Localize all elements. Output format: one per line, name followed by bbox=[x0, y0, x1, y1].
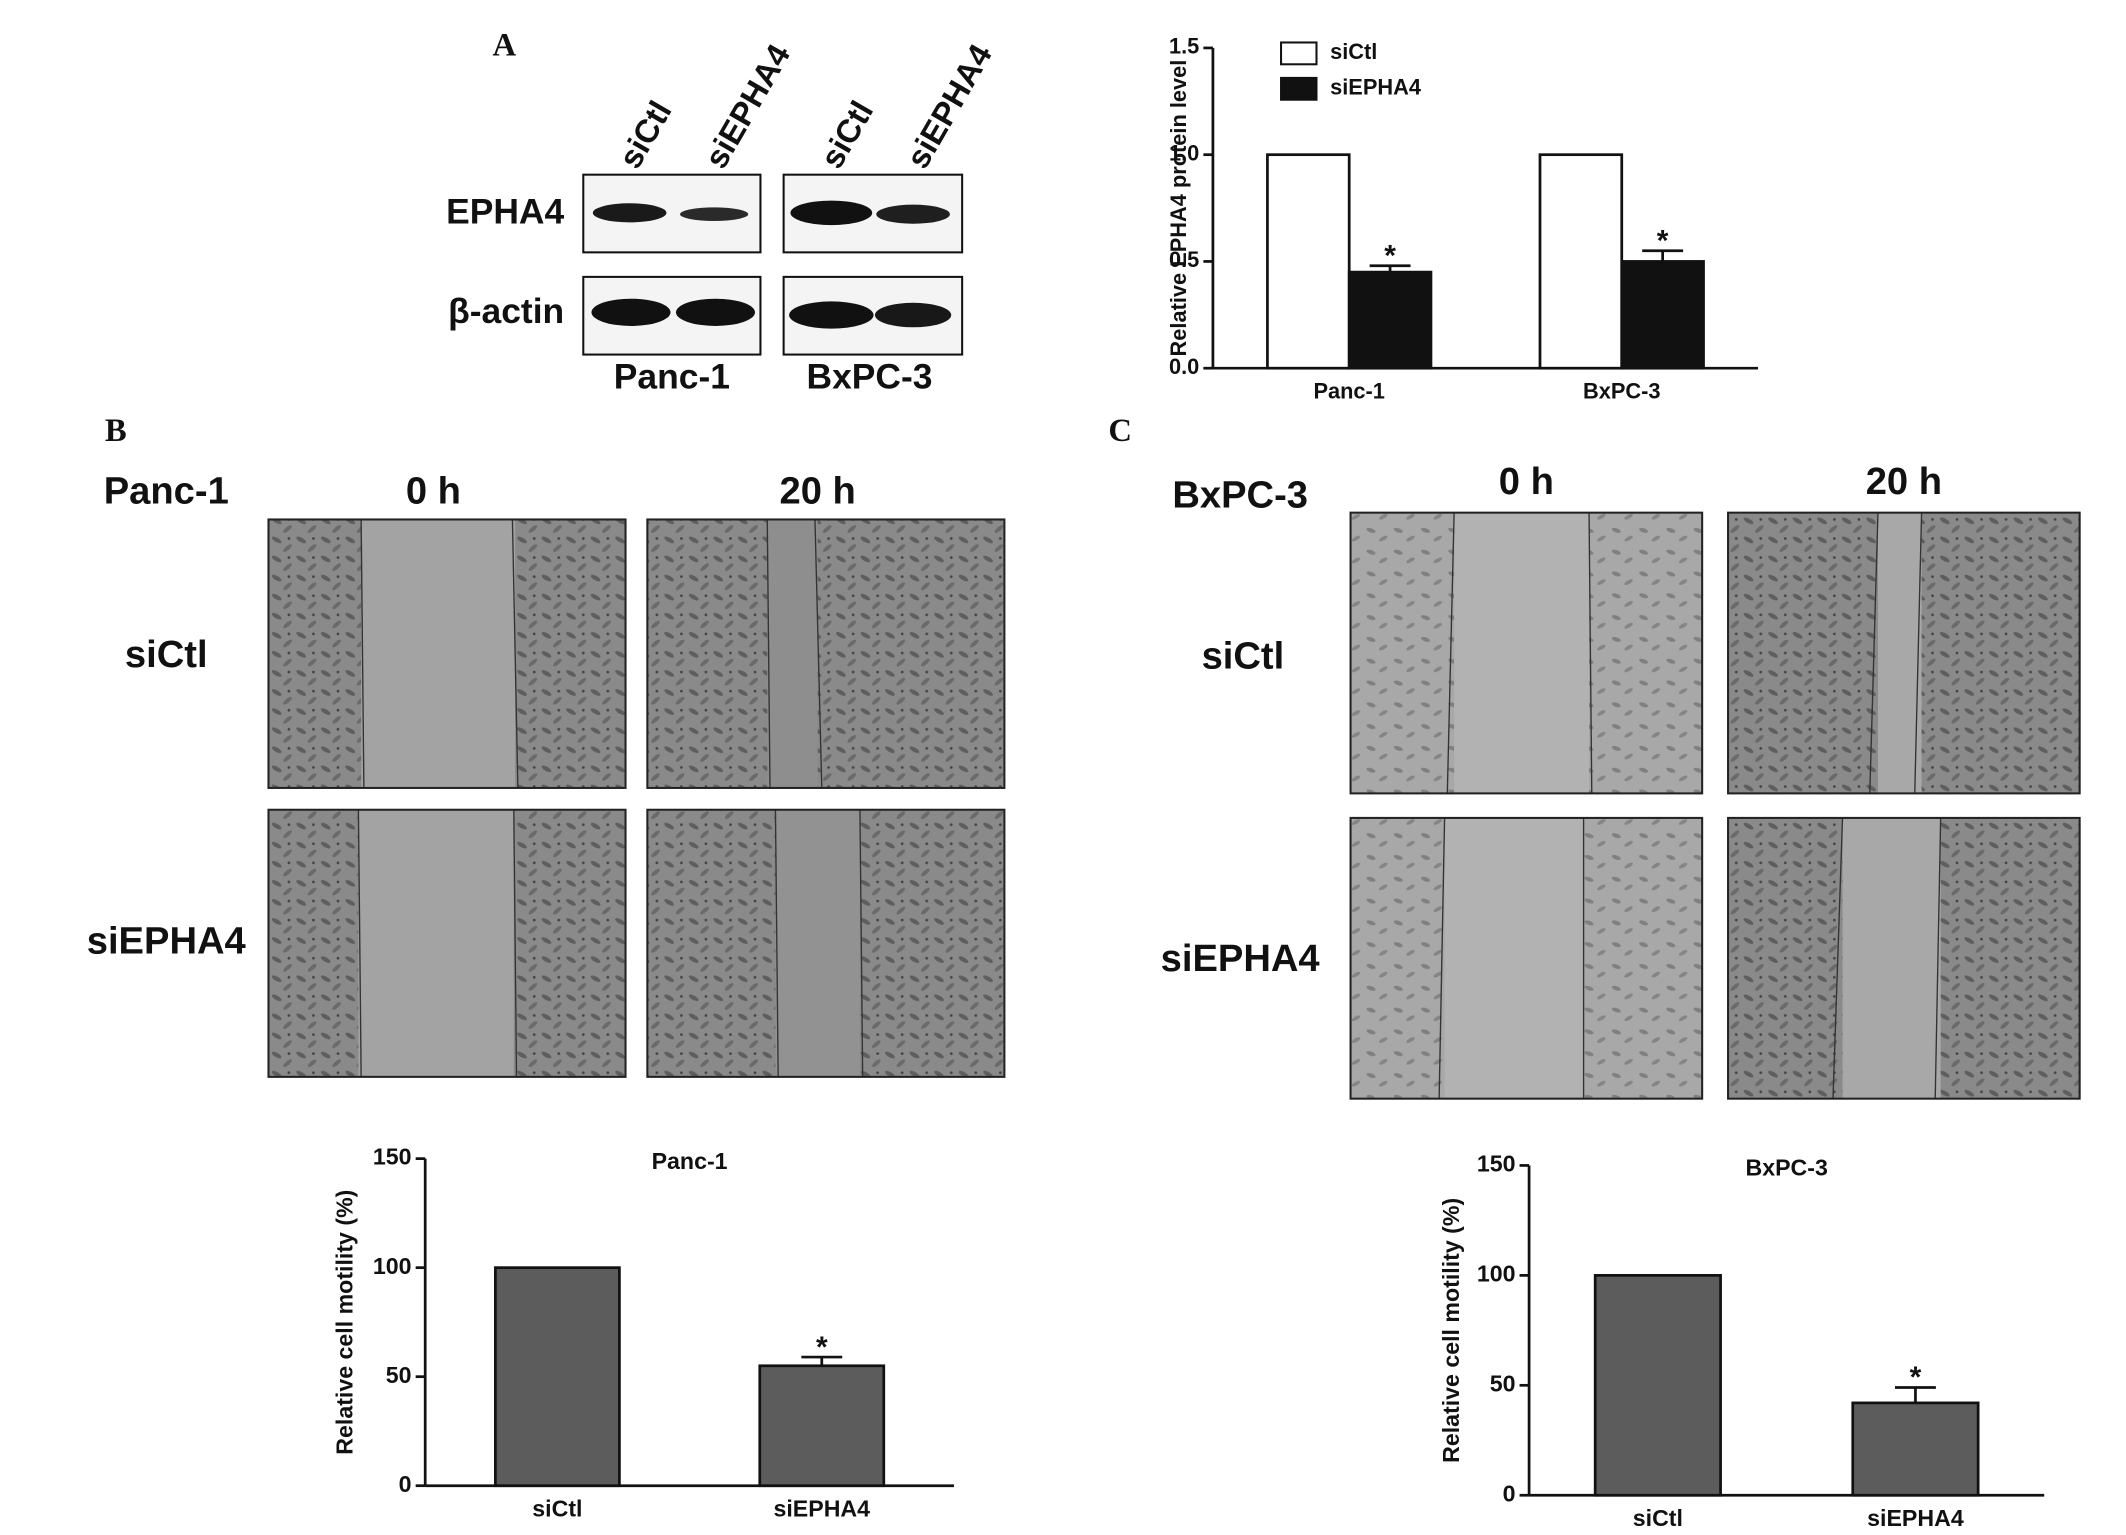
micrograph bbox=[1349, 511, 1704, 795]
x-tick-label: siEPHA4 bbox=[774, 1495, 871, 1521]
y-tick-label: 1.0 bbox=[1169, 140, 1199, 165]
x-tick-label: siEPHA4 bbox=[1867, 1505, 1964, 1531]
y-tick-label: 150 bbox=[373, 1144, 412, 1170]
legend-label: siCtl bbox=[1330, 39, 1377, 64]
y-tick-label: 1.5 bbox=[1169, 34, 1199, 59]
condition-label: siCtl bbox=[1202, 635, 1285, 678]
y-tick-label: 0.5 bbox=[1169, 247, 1199, 272]
micrograph bbox=[267, 518, 627, 789]
micrograph bbox=[646, 808, 1006, 1078]
micrograph bbox=[1727, 816, 2081, 1100]
bar bbox=[1266, 153, 1351, 370]
y-tick-label: 100 bbox=[1477, 1261, 1516, 1287]
protein-label: β-actin bbox=[448, 291, 564, 331]
condition-label: siEPHA4 bbox=[87, 919, 246, 962]
bar bbox=[1347, 270, 1433, 370]
cell-line-label: Panc-1 bbox=[614, 356, 730, 396]
error-bar bbox=[801, 1355, 843, 1366]
y-axis-label: Relative cell motility (%) bbox=[1438, 1198, 1464, 1463]
y-tick-label: 50 bbox=[1490, 1370, 1516, 1396]
lane-label: siCtl bbox=[611, 94, 678, 174]
y-axis-label: Relative EPHA4 protein level bbox=[1166, 60, 1191, 357]
micrograph bbox=[1349, 816, 1704, 1100]
wound-healing-panel: BxPC-3 0 h 20 h siCtl siEPHA4 bbox=[1161, 460, 2081, 1100]
cell-line-label: BxPC-3 bbox=[806, 356, 932, 396]
bar bbox=[1593, 1274, 1722, 1497]
lane-label: siCtl bbox=[813, 94, 880, 174]
band bbox=[675, 298, 756, 326]
condition-label: siCtl bbox=[125, 633, 208, 676]
time-label: 20 h bbox=[1866, 460, 1942, 503]
y-tick-label: 0 bbox=[399, 1471, 412, 1497]
band bbox=[876, 204, 950, 224]
error-bar bbox=[1895, 1386, 1936, 1403]
band bbox=[874, 302, 952, 328]
band bbox=[789, 301, 874, 329]
y-axis-label: Relative cell motility (%) bbox=[331, 1190, 357, 1455]
legend-swatch bbox=[1280, 41, 1318, 66]
micrograph bbox=[646, 518, 1006, 789]
bar bbox=[494, 1266, 621, 1488]
cell-line-label: Panc-1 bbox=[104, 470, 229, 513]
time-label: 0 h bbox=[1499, 460, 1554, 503]
legend-swatch bbox=[1280, 76, 1318, 101]
bar bbox=[1851, 1401, 1980, 1497]
y-tick-label: 150 bbox=[1477, 1151, 1516, 1177]
chart-title: Panc-1 bbox=[652, 1148, 728, 1174]
significance-marker: * bbox=[1910, 1361, 1922, 1394]
chart-title: BxPC-3 bbox=[1745, 1155, 1827, 1181]
panel-label: A bbox=[492, 27, 516, 63]
micrograph bbox=[267, 808, 627, 1078]
panel-label: B bbox=[105, 413, 127, 449]
lane-label: siEPHA4 bbox=[697, 38, 797, 175]
legend-label: siEPHA4 bbox=[1330, 75, 1421, 100]
band bbox=[790, 200, 873, 226]
cell-line-label: BxPC-3 bbox=[1172, 474, 1308, 517]
error-bar bbox=[1369, 264, 1411, 273]
lane-label: siEPHA4 bbox=[899, 38, 999, 175]
condition-label: siEPHA4 bbox=[1161, 937, 1320, 980]
band bbox=[592, 203, 667, 223]
x-tick-label: siCtl bbox=[1633, 1505, 1683, 1531]
bar bbox=[1620, 260, 1705, 370]
error-bar bbox=[1642, 249, 1684, 262]
x-tick-label: siCtl bbox=[532, 1495, 582, 1521]
y-tick-label: 100 bbox=[373, 1253, 412, 1279]
band bbox=[680, 207, 749, 222]
significance-marker: * bbox=[816, 1331, 828, 1364]
significance-marker: * bbox=[1657, 225, 1669, 258]
y-tick-label: 0.0 bbox=[1169, 354, 1199, 379]
y-tick-label: 0 bbox=[1503, 1480, 1516, 1506]
protein-label: EPHA4 bbox=[446, 192, 564, 232]
time-label: 20 h bbox=[780, 470, 856, 513]
micrograph bbox=[1727, 511, 2081, 795]
y-tick-label: 50 bbox=[386, 1362, 412, 1388]
band bbox=[591, 298, 671, 326]
x-tick-label: Panc-1 bbox=[1313, 378, 1384, 403]
bar bbox=[1538, 153, 1624, 370]
bar bbox=[758, 1364, 886, 1488]
significance-marker: * bbox=[1384, 239, 1396, 272]
x-tick-label: BxPC-3 bbox=[1583, 378, 1661, 403]
wound-healing-panel: Panc-1 0 h 20 h siCtl siEPHA4 bbox=[87, 470, 1006, 1078]
western-blot: siCtl siEPHA4 siCtl siEPHA4 EPHA4 β-acti… bbox=[446, 38, 999, 397]
time-label: 0 h bbox=[406, 470, 461, 513]
panel-label: C bbox=[1108, 413, 1132, 449]
